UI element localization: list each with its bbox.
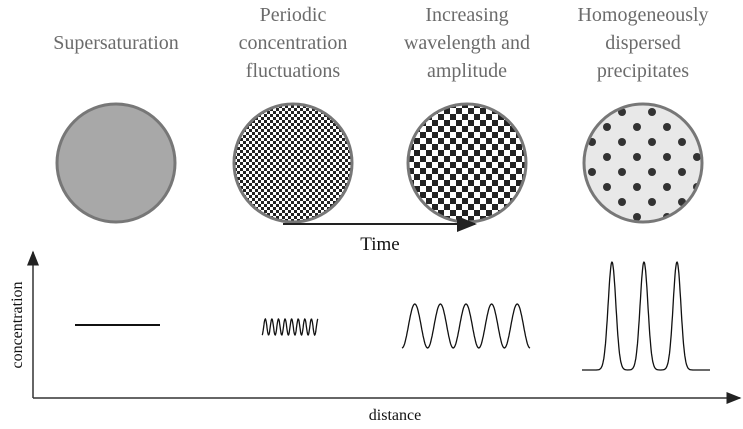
y-axis-label: concentration bbox=[9, 281, 26, 368]
stage-label: wavelength and bbox=[404, 32, 530, 54]
circle-precipitates bbox=[582, 102, 704, 224]
circle-fine-fluctuations bbox=[232, 102, 354, 224]
x-axis-label: distance bbox=[369, 407, 421, 424]
stage-label: fluctuations bbox=[246, 60, 341, 82]
circle-supersaturation bbox=[55, 102, 177, 224]
circle-coarse-fluctuations bbox=[406, 102, 528, 224]
stage-label: Supersaturation bbox=[53, 32, 179, 54]
stage-label: precipitates bbox=[597, 60, 689, 82]
stage-label: Periodic bbox=[260, 4, 327, 26]
large-fluctuation-profile bbox=[401, 303, 531, 349]
stage-label: amplitude bbox=[427, 60, 507, 82]
precipitate-profile bbox=[582, 261, 710, 371]
stage-label: Homogeneously bbox=[577, 4, 708, 26]
time-label: Time bbox=[360, 234, 399, 255]
stage-label: dispersed bbox=[605, 32, 681, 54]
small-fluctuation-profile bbox=[261, 317, 319, 337]
stage-label: Increasing bbox=[425, 4, 508, 26]
stage-label: concentration bbox=[239, 32, 348, 54]
